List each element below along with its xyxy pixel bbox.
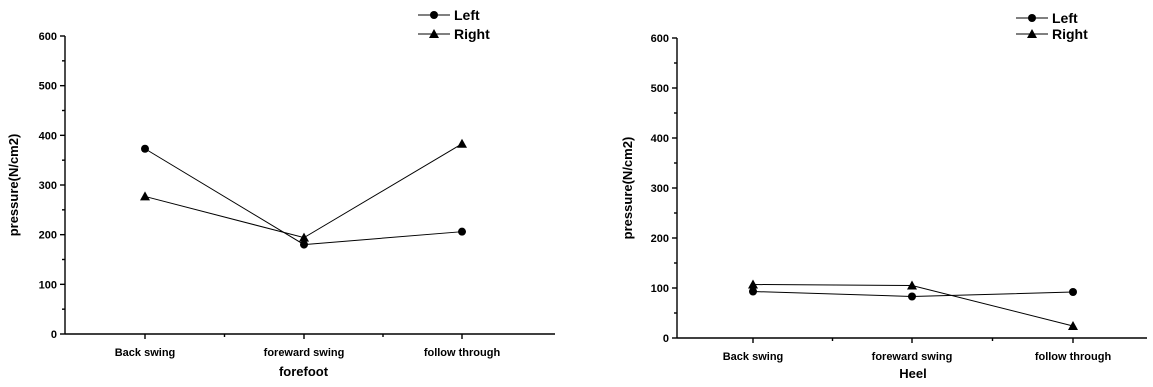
y-tick-label: 300: [651, 183, 669, 195]
series-line: [144, 143, 463, 239]
y-tick-label: 0: [663, 333, 669, 345]
series-right: [140, 138, 467, 242]
y-tick-label: 600: [39, 31, 57, 43]
series-line: [752, 284, 1074, 327]
legend-label: Right: [1052, 26, 1088, 42]
y-tick-label: 600: [651, 33, 669, 45]
series-line: [144, 148, 463, 246]
y-tick-label: 400: [39, 130, 57, 142]
left-data-point: [749, 287, 757, 296]
x-tick-label: follow through: [424, 347, 501, 359]
right-data-point: [1068, 321, 1078, 330]
legend-label: Left: [454, 7, 480, 23]
x-tick-label: follow through: [1035, 351, 1112, 363]
x-axis-title: Heel: [899, 366, 926, 381]
y-tick-label: 100: [39, 279, 57, 291]
legend-label: Left: [1052, 10, 1078, 26]
y-tick-label: 300: [39, 180, 57, 192]
legend-marker: [430, 11, 438, 19]
legend-entry-left: Left: [418, 7, 480, 23]
left-data-point: [908, 292, 916, 301]
right-data-point: [299, 232, 309, 242]
y-axis-title: pressure(N/cm2): [6, 134, 21, 237]
y-axis-title: pressure(N/cm2): [620, 137, 635, 240]
legend-entry-left: Left: [1016, 10, 1078, 26]
right-data-point: [457, 138, 467, 148]
series-right: [748, 279, 1078, 330]
x-tick-label: foreward swing: [872, 351, 953, 363]
legend-marker: [1028, 14, 1036, 22]
x-tick-label: Back swing: [115, 347, 176, 359]
y-tick-label: 200: [651, 233, 669, 245]
legend-entry-right: Right: [1016, 26, 1088, 42]
y-tick-label: 400: [651, 133, 669, 145]
x-tick-label: foreward swing: [264, 347, 345, 359]
right-data-point: [140, 191, 150, 201]
left-data-point: [141, 144, 149, 153]
y-tick-label: 500: [39, 81, 57, 93]
chart-1: 0 100 200 300 400 500 600 Back swing foreward sw…: [6, 7, 555, 379]
legend-label: Right: [454, 26, 490, 42]
chart-2: 0 100 200 300 400 500 600 Back swing foreward sw…: [620, 10, 1147, 381]
y-tick-label: 0: [51, 329, 57, 341]
legend-marker: [1027, 29, 1037, 38]
left-data-point: [458, 227, 466, 236]
x-tick-label: Back swing: [723, 351, 784, 363]
y-tick-label: 100: [651, 283, 669, 295]
right-data-point: [907, 280, 917, 290]
legend-marker: [429, 29, 439, 38]
right-data-point: [748, 279, 758, 289]
left-data-point: [1069, 288, 1077, 296]
y-tick-label: 200: [39, 230, 57, 242]
x-axis-title: forefoot: [279, 364, 329, 379]
series-left: [141, 144, 466, 249]
legend-entry-right: Right: [418, 26, 490, 42]
series-left: [749, 287, 1077, 301]
y-tick-label: 500: [651, 83, 669, 95]
left-data-point: [300, 240, 308, 249]
